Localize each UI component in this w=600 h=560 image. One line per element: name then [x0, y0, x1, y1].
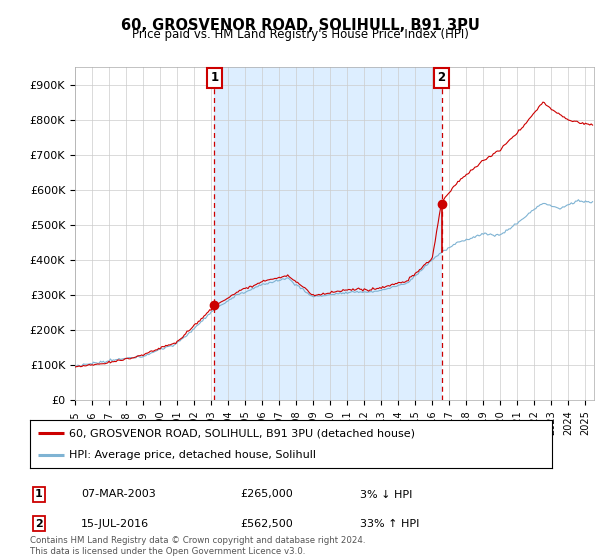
Text: HPI: Average price, detached house, Solihull: HPI: Average price, detached house, Soli…: [69, 450, 316, 460]
Text: 3% ↓ HPI: 3% ↓ HPI: [360, 489, 412, 500]
Text: 33% ↑ HPI: 33% ↑ HPI: [360, 519, 419, 529]
Bar: [214, 67, 442, 400]
Text: £562,500: £562,500: [240, 519, 293, 529]
Text: 2: 2: [35, 519, 43, 529]
Text: 1: 1: [211, 71, 218, 84]
Text: 2: 2: [437, 71, 446, 84]
Text: 15-JUL-2016: 15-JUL-2016: [81, 519, 149, 529]
Text: £265,000: £265,000: [240, 489, 293, 500]
Text: 07-MAR-2003: 07-MAR-2003: [81, 489, 156, 500]
Text: 1: 1: [35, 489, 43, 500]
Text: 60, GROSVENOR ROAD, SOLIHULL, B91 3PU: 60, GROSVENOR ROAD, SOLIHULL, B91 3PU: [121, 18, 479, 33]
Text: 60, GROSVENOR ROAD, SOLIHULL, B91 3PU (detached house): 60, GROSVENOR ROAD, SOLIHULL, B91 3PU (d…: [69, 428, 415, 438]
Text: Price paid vs. HM Land Registry's House Price Index (HPI): Price paid vs. HM Land Registry's House …: [131, 28, 469, 41]
Text: Contains HM Land Registry data © Crown copyright and database right 2024.
This d: Contains HM Land Registry data © Crown c…: [30, 536, 365, 556]
